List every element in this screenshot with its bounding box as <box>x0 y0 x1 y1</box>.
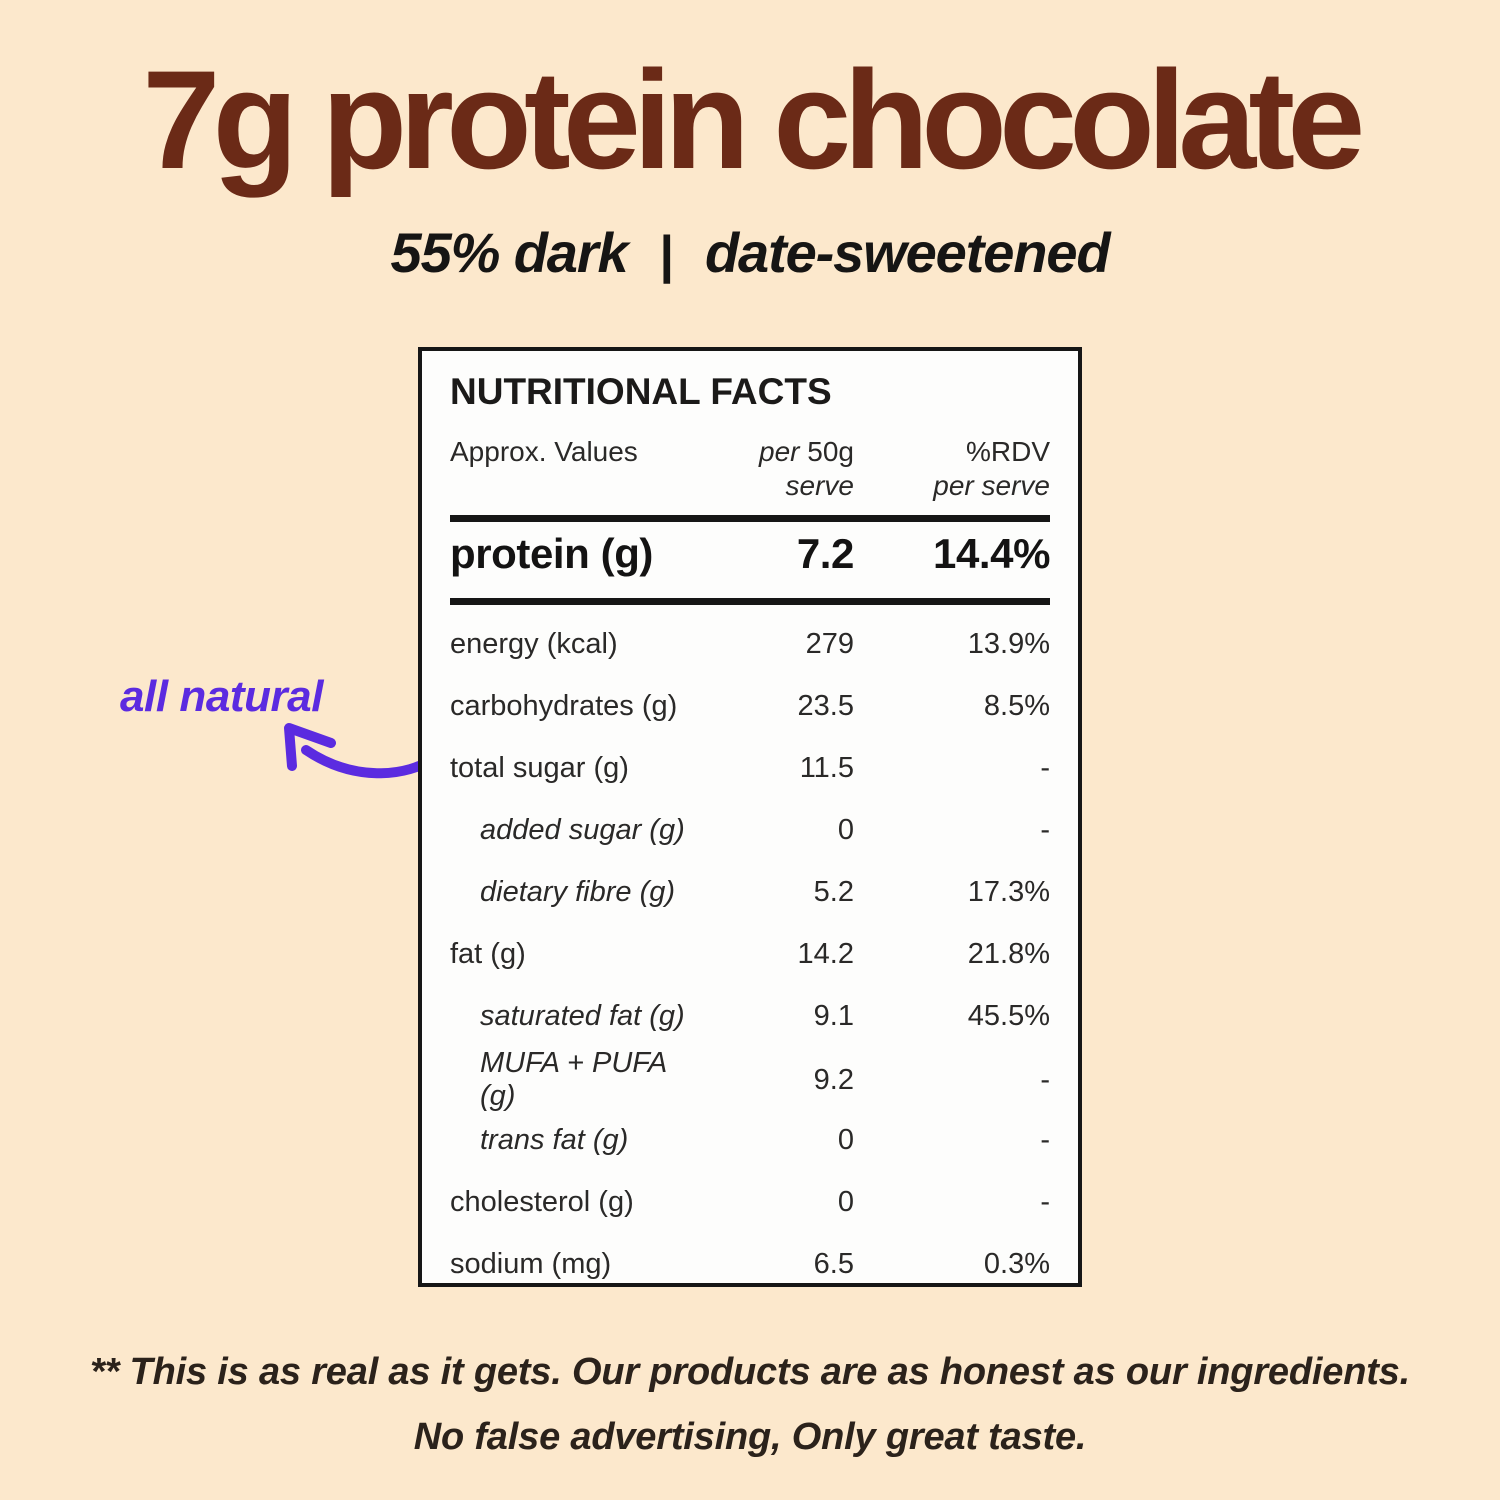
nutrition-facts-title: NUTRITIONAL FACTS <box>450 371 832 412</box>
footer-note: ** This is as real as it gets. Our produ… <box>0 1340 1500 1471</box>
nutrient-rdv: 17.3% <box>967 875 1050 908</box>
nutrient-value: 11.5 <box>799 751 854 784</box>
nutrient-label: trans fat (g) <box>480 1123 629 1156</box>
nutrient-label: carbohydrates (g) <box>450 689 678 722</box>
protein-value: 7.2 <box>796 529 855 577</box>
nutrient-value: 279 <box>805 627 854 660</box>
serving-size-label: 50g <box>807 436 854 467</box>
per-label: per <box>759 436 800 467</box>
nutrient-label: saturated fat (g) <box>480 999 685 1032</box>
nutrient-value: 0 <box>837 813 854 846</box>
nutrient-rdv: - <box>1040 1123 1050 1156</box>
nutrient-value: 0 <box>837 1185 854 1218</box>
nutrient-rdv: 45.5% <box>967 999 1050 1032</box>
nutrient-value: 5.2 <box>813 875 854 908</box>
nutrition-row: sodium (mg) 6.5 0.3% <box>450 1233 1050 1295</box>
divider-top <box>450 515 1050 523</box>
nutrition-facts-panel: NUTRITIONAL FACTS Approx. Values per 50g… <box>418 347 1082 1287</box>
nutrient-rdv: 13.9% <box>967 627 1050 660</box>
subtitle-separator: | <box>659 226 675 284</box>
nutrition-row: added sugar (g) 0 - <box>450 799 1050 861</box>
nutrient-value: 6.5 <box>813 1247 854 1280</box>
nutrition-row: MUFA + PUFA (g) 9.2 - <box>450 1047 1050 1112</box>
footer-line-1: ** This is as real as it gets. Our produ… <box>89 1351 1410 1393</box>
nutrient-label: sodium (mg) <box>450 1247 612 1280</box>
nutrient-rdv: - <box>1040 1185 1050 1218</box>
nutrition-row: energy (kcal) 279 13.9% <box>450 613 1050 675</box>
footer-line-2: No false advertising, Only great taste. <box>413 1416 1087 1459</box>
nutrient-rdv: - <box>1040 751 1050 784</box>
page-title: 7g protein chocolate <box>142 41 1365 198</box>
nutrition-rows: energy (kcal) 279 13.9% carbohydrates (g… <box>450 613 1050 1295</box>
nutrient-rdv: - <box>1040 1063 1050 1096</box>
nutrient-label: dietary fibre (g) <box>480 875 676 908</box>
rdv-label: %RDV <box>965 436 1050 467</box>
column-header-rdv: %RDV per serve <box>854 435 1050 502</box>
protein-label: protein (g) <box>450 529 654 577</box>
nutrient-rdv: - <box>1040 813 1050 846</box>
nutrition-row: carbohydrates (g) 23.5 8.5% <box>450 675 1050 737</box>
nutrient-label: fat (g) <box>450 937 526 970</box>
column-header-per-serve: per 50g serve <box>702 435 854 502</box>
protein-rdv: 14.4% <box>933 529 1050 577</box>
nutrient-value: 9.2 <box>813 1063 854 1096</box>
nutrient-value: 9.1 <box>813 999 854 1032</box>
nutrient-rdv: 8.5% <box>983 689 1050 722</box>
nutrient-label: total sugar (g) <box>450 751 629 784</box>
divider-bottom <box>450 598 1050 606</box>
nutrition-row: fat (g) 14.2 21.8% <box>450 923 1050 985</box>
nutrient-rdv: 21.8% <box>967 937 1050 970</box>
nutrient-label: added sugar (g) <box>480 813 685 846</box>
nutrient-label: cholesterol (g) <box>450 1185 634 1218</box>
nutrient-label: MUFA + PUFA (g) <box>480 1047 667 1113</box>
serve-label: serve <box>785 469 854 501</box>
nutrient-value: 23.5 <box>797 689 854 722</box>
subtitle-sweetener: date-sweetened <box>704 221 1111 284</box>
nutrition-row: dietary fibre (g) 5.2 17.3% <box>450 861 1050 923</box>
page-subtitle: 55% dark | date-sweetened <box>0 220 1500 285</box>
nutrient-value: 0 <box>837 1123 854 1156</box>
nutrition-table-header: Approx. Values per 50g serve %RDV per serv… <box>450 435 1050 502</box>
all-natural-callout: all natural <box>120 672 323 721</box>
nutrient-label: energy (kcal) <box>450 627 618 660</box>
nutrient-value: 14.2 <box>797 937 854 970</box>
nutrient-rdv: 0.3% <box>983 1247 1050 1280</box>
nutrition-row: cholesterol (g) 0 - <box>450 1171 1050 1233</box>
nutrition-row: total sugar (g) 11.5 - <box>450 737 1050 799</box>
protein-highlight-row: protein (g) 7.2 14.4% <box>450 522 1050 585</box>
subtitle-dark-percent: 55% dark <box>390 221 629 284</box>
nutrition-row: saturated fat (g) 9.1 45.5% <box>450 985 1050 1047</box>
nutrition-row: trans fat (g) 0 - <box>450 1109 1050 1171</box>
rdv-per-serve-label: per serve <box>933 469 1050 501</box>
column-header-approx-values: Approx. Values <box>450 436 638 467</box>
